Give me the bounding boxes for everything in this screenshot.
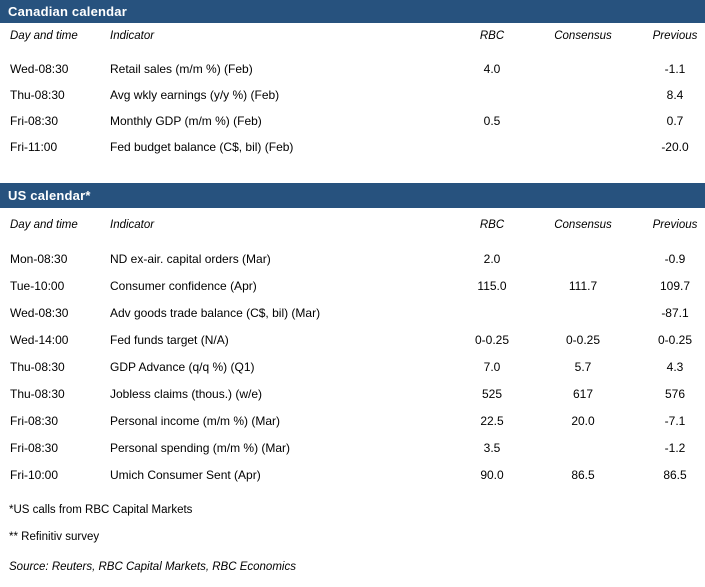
source-line: Source: Reuters, RBC Capital Markets, RB… — [9, 561, 296, 573]
row-rbc-value: 4.0 — [483, 62, 501, 76]
column-header-indicator: Indicator — [110, 219, 155, 231]
row-rbc-value: 115.0 — [477, 279, 507, 293]
column-header-day-and-time: Day and time — [10, 219, 78, 231]
row-previous-value: -7.1 — [664, 414, 686, 428]
row-consensus-value: 617 — [572, 387, 594, 401]
row-previous-value: 4.3 — [666, 360, 684, 374]
row-indicator: Personal income (m/m %) (Mar) — [110, 414, 281, 428]
row-day-and-time: Fri-08:30 — [10, 441, 59, 455]
calendar-row: Fri-08:30 Monthly GDP (m/m %) (Feb) 0.5 … — [0, 108, 705, 134]
row-previous-value: -87.1 — [661, 306, 689, 320]
row-indicator: Personal spending (m/m %) (Mar) — [110, 441, 291, 455]
canadian-calendar-header-bar: Canadian calendar — [0, 0, 705, 23]
calendar-row: Thu-08:30 GDP Advance (q/q %) (Q1) 7.0 5… — [0, 354, 705, 381]
column-header-rbc: RBC — [479, 30, 505, 42]
column-header-consensus: Consensus — [554, 30, 612, 42]
row-previous-value: -1.1 — [664, 62, 686, 76]
row-previous-value: 576 — [664, 387, 686, 401]
row-previous-value: 0.7 — [666, 114, 684, 128]
row-indicator: ND ex-air. capital orders (Mar) — [110, 252, 271, 266]
calendar-row: Wed-08:30 Retail sales (m/m %) (Feb) 4.0… — [0, 56, 705, 82]
row-day-and-time: Wed-14:00 — [10, 333, 69, 347]
row-day-and-time: Wed-08:30 — [10, 62, 69, 76]
column-header-rbc: RBC — [479, 219, 505, 231]
row-day-and-time: Tue-10:00 — [10, 279, 65, 293]
footnote-us-calls: *US calls from RBC Capital Markets — [9, 504, 193, 516]
row-previous-value: -0.9 — [664, 252, 686, 266]
row-consensus-value: 5.7 — [574, 360, 592, 374]
row-indicator: Consumer confidence (Apr) — [110, 279, 257, 293]
row-rbc-value: 22.5 — [480, 414, 504, 428]
row-indicator: Fed funds target (N/A) — [110, 333, 229, 347]
column-header-previous: Previous — [652, 30, 698, 42]
row-rbc-value: 3.5 — [483, 441, 501, 455]
calendar-row: Mon-08:30 ND ex-air. capital orders (Mar… — [0, 246, 705, 273]
row-rbc-value: 0.5 — [483, 114, 501, 128]
row-day-and-time: Thu-08:30 — [10, 360, 65, 374]
row-indicator: Umich Consumer Sent (Apr) — [110, 468, 261, 482]
us-calendar-header-bar: US calendar* — [0, 183, 705, 208]
row-day-and-time: Fri-10:00 — [10, 468, 59, 482]
row-consensus-value: 20.0 — [571, 414, 595, 428]
row-day-and-time: Fri-08:30 — [10, 414, 59, 428]
footnote-refinitiv: ** Refinitiv survey — [9, 531, 100, 543]
us-column-headers: Day and time Indicator RBC Consensus Pre… — [0, 217, 705, 233]
row-day-and-time: Thu-08:30 — [10, 387, 65, 401]
row-rbc-value: 90.0 — [480, 468, 504, 482]
row-indicator: Avg wkly earnings (y/y %) (Feb) — [110, 88, 280, 102]
row-day-and-time: Thu-08:30 — [10, 88, 65, 102]
row-rbc-value: 0-0.25 — [474, 333, 510, 347]
row-indicator: Fed budget balance (C$, bil) (Feb) — [110, 140, 294, 154]
us-calendar-title: US calendar* — [8, 188, 91, 203]
row-previous-value: 86.5 — [663, 468, 687, 482]
row-previous-value: -1.2 — [664, 441, 686, 455]
calendar-row: Wed-14:00 Fed funds target (N/A) 0-0.25 … — [0, 327, 705, 354]
row-rbc-value: 7.0 — [483, 360, 501, 374]
row-rbc-value: 525 — [481, 387, 503, 401]
row-previous-value: 109.7 — [659, 279, 691, 293]
canadian-calendar-title: Canadian calendar — [8, 4, 127, 19]
canadian-column-headers: Day and time Indicator RBC Consensus Pre… — [0, 28, 705, 44]
canadian-calendar-rows: Wed-08:30 Retail sales (m/m %) (Feb) 4.0… — [0, 56, 705, 160]
row-indicator: Jobless claims (thous.) (w/e) — [110, 387, 263, 401]
calendar-row: Fri-10:00 Umich Consumer Sent (Apr) 90.0… — [0, 462, 705, 489]
column-header-previous: Previous — [652, 219, 698, 231]
row-previous-value: -20.0 — [661, 140, 689, 154]
row-day-and-time: Mon-08:30 — [10, 252, 68, 266]
calendar-row: Fri-11:00 Fed budget balance (C$, bil) (… — [0, 134, 705, 160]
row-consensus-value: 86.5 — [571, 468, 595, 482]
row-day-and-time: Wed-08:30 — [10, 306, 69, 320]
row-rbc-value: 2.0 — [483, 252, 501, 266]
calendar-row: Thu-08:30 Jobless claims (thous.) (w/e) … — [0, 381, 705, 408]
row-indicator: Adv goods trade balance (C$, bil) (Mar) — [110, 306, 321, 320]
row-indicator: GDP Advance (q/q %) (Q1) — [110, 360, 255, 374]
calendar-row: Wed-08:30 Adv goods trade balance (C$, b… — [0, 300, 705, 327]
row-previous-value: 0-0.25 — [657, 333, 693, 347]
row-consensus-value: 0-0.25 — [565, 333, 601, 347]
row-consensus-value: 111.7 — [568, 279, 598, 293]
row-indicator: Monthly GDP (m/m %) (Feb) — [110, 114, 262, 128]
row-day-and-time: Fri-11:00 — [10, 140, 58, 154]
calendar-row: Fri-08:30 Personal spending (m/m %) (Mar… — [0, 435, 705, 462]
column-header-consensus: Consensus — [554, 219, 612, 231]
column-header-indicator: Indicator — [110, 30, 155, 42]
row-previous-value: 8.4 — [666, 88, 684, 102]
us-calendar-rows: Mon-08:30 ND ex-air. capital orders (Mar… — [0, 246, 705, 489]
row-indicator: Retail sales (m/m %) (Feb) — [110, 62, 253, 76]
calendar-row: Fri-08:30 Personal income (m/m %) (Mar) … — [0, 408, 705, 435]
row-day-and-time: Fri-08:30 — [10, 114, 59, 128]
calendar-row: Thu-08:30 Avg wkly earnings (y/y %) (Feb… — [0, 82, 705, 108]
column-header-day-and-time: Day and time — [10, 30, 78, 42]
calendar-row: Tue-10:00 Consumer confidence (Apr) 115.… — [0, 273, 705, 300]
